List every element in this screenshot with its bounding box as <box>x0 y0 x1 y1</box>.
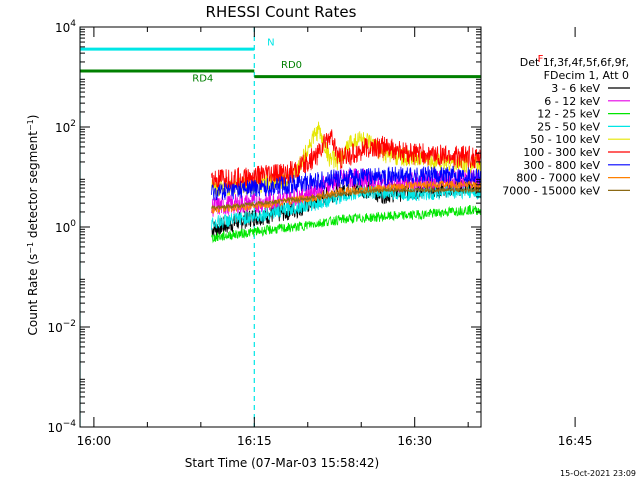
legend-label-2: 12 - 25 keV <box>537 108 600 121</box>
y-tick-label-2: 100 <box>55 219 76 235</box>
legend: Det 1f,3f,4f,5f,6f,9f, FDecim 1, Att 0 3… <box>502 56 630 197</box>
x-tick-label-2: 16:30 <box>397 434 432 448</box>
x-axis-label: Start Time (07-Mar-03 15:58:42) <box>185 456 379 470</box>
state-label-RD4: RD4 <box>192 73 213 84</box>
series-trace-1 <box>211 168 481 217</box>
footer-timestamp: 15-Oct-2021 23:09 <box>560 469 636 478</box>
state-label-F: F <box>538 54 544 65</box>
series-trace-8 <box>211 186 481 211</box>
chart-title: RHESSI Count Rates <box>206 3 357 21</box>
legend-label-6: 300 - 800 keV <box>523 159 600 172</box>
y-tick-label-4: 104 <box>55 19 76 35</box>
series-trace-2 <box>211 205 481 244</box>
x-tick-label-0: 16:00 <box>77 434 112 448</box>
series-trace-3 <box>211 185 481 230</box>
y-tick-label-3: 102 <box>55 119 76 135</box>
legend-label-5: 100 - 300 keV <box>523 146 600 159</box>
x-tick-label-3: 16:45 <box>558 434 593 448</box>
plot-area <box>80 27 481 427</box>
series-trace-5 <box>211 129 481 191</box>
state-label-RD0: RD0 <box>281 60 302 71</box>
y-tick-label-0: 10−4 <box>47 419 76 435</box>
legend-label-8: 7000 - 15000 keV <box>502 184 600 197</box>
legend-header-line1: Det 1f,3f,4f,5f,6f,9f, <box>520 56 629 69</box>
legend-label-3: 25 - 50 keV <box>537 120 600 133</box>
legend-header-line2: FDecim 1, Att 0 <box>544 69 629 82</box>
series-trace-4 <box>211 121 481 197</box>
x-tick-label-1: 16:15 <box>237 434 272 448</box>
legend-label-1: 6 - 12 keV <box>544 95 600 108</box>
state-label-N: N <box>267 37 274 48</box>
legend-label-0: 3 - 6 keV <box>551 82 600 95</box>
y-tick-label-1: 10−2 <box>47 319 76 335</box>
y-axis-label: Count Rate (s−1 detector segment−1) <box>26 115 41 336</box>
legend-label-4: 50 - 100 keV <box>530 133 600 146</box>
svg-text:Count Rate (s−1 detector segme: Count Rate (s−1 detector segment−1) <box>26 115 41 336</box>
legend-label-7: 800 - 7000 keV <box>516 172 600 185</box>
